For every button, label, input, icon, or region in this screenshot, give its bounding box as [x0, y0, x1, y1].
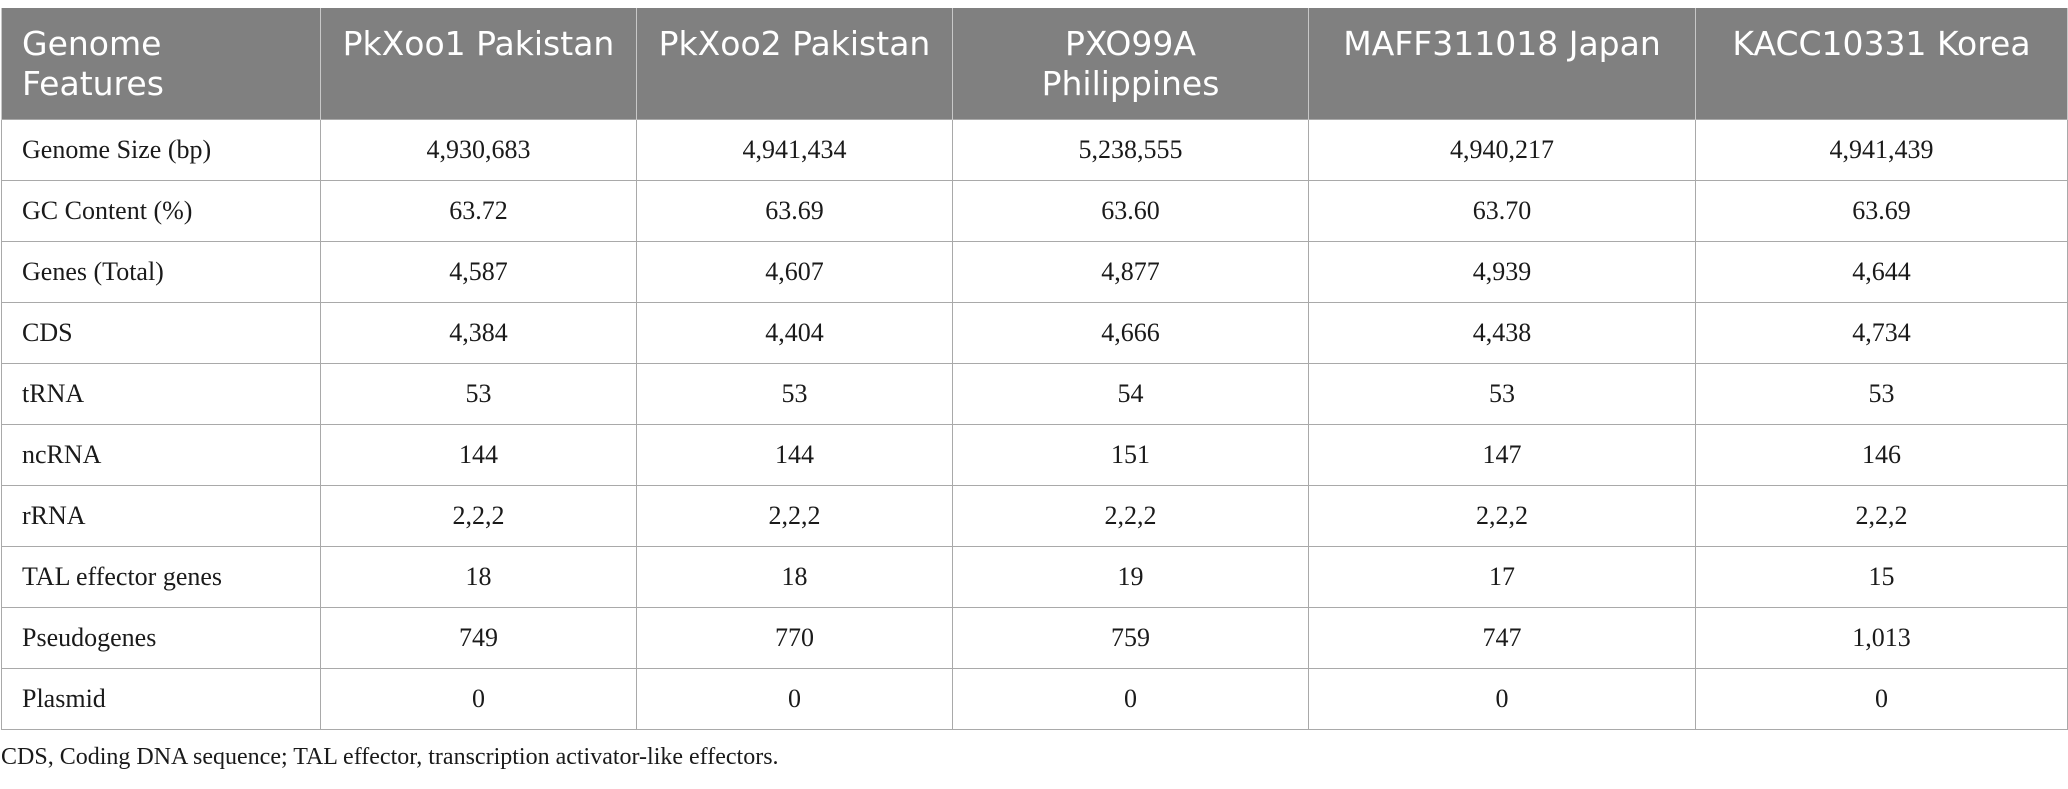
row-label: Genome Size (bp): [1, 118, 321, 181]
table-cell: 759: [952, 606, 1309, 669]
table-row: Plasmid 0 0 0 0 0: [1, 667, 2068, 730]
header-genome-features: Genome Features: [1, 8, 321, 119]
table-cell: 17: [1308, 545, 1696, 608]
table-cell: 749: [320, 606, 637, 669]
table-cell: 53: [320, 362, 637, 425]
table-cell: 4,607: [636, 240, 953, 303]
table-cell: 0: [636, 667, 953, 730]
row-label: TAL effector genes: [1, 545, 321, 608]
table-cell: 63.60: [952, 179, 1309, 242]
table-row: CDS 4,384 4,404 4,666 4,438 4,734: [1, 301, 2068, 364]
table-container: Genome Features PkXoo1 Pakistan PkXoo2 P…: [0, 8, 2068, 771]
table-cell: 63.69: [636, 179, 953, 242]
table-cell: 2,2,2: [952, 484, 1309, 547]
table-cell: 144: [636, 423, 953, 486]
table-cell: 18: [636, 545, 953, 608]
table-cell: 4,930,683: [320, 118, 637, 181]
table-row: Genes (Total) 4,587 4,607 4,877 4,939 4,…: [1, 240, 2068, 303]
table-cell: 4,666: [952, 301, 1309, 364]
header-row: Genome Features PkXoo1 Pakistan PkXoo2 P…: [1, 8, 2068, 119]
table-cell: 747: [1308, 606, 1696, 669]
table-cell: 19: [952, 545, 1309, 608]
table-row: Genome Size (bp) 4,930,683 4,941,434 5,2…: [1, 118, 2068, 181]
table-cell: 63.69: [1695, 179, 2068, 242]
header-pkxoo1: PkXoo1 Pakistan: [320, 8, 637, 119]
table-row: tRNA 53 53 54 53 53: [1, 362, 2068, 425]
table-cell: 146: [1695, 423, 2068, 486]
table-cell: 4,941,434: [636, 118, 953, 181]
table-row: Pseudogenes 749 770 759 747 1,013: [1, 606, 2068, 669]
header-pxo99a: PXO99A Philippines: [952, 8, 1309, 119]
table-footnote: CDS, Coding DNA sequence; TAL effector, …: [1, 743, 779, 770]
table-cell: 2,2,2: [320, 484, 637, 547]
table-row: GC Content (%) 63.72 63.69 63.60 63.70 6…: [1, 179, 2068, 242]
table-cell: 53: [1308, 362, 1696, 425]
table-cell: 2,2,2: [636, 484, 953, 547]
table-cell: 2,2,2: [1695, 484, 2068, 547]
table-cell: 151: [952, 423, 1309, 486]
table-cell: 15: [1695, 545, 2068, 608]
row-label: rRNA: [1, 484, 321, 547]
header-maff311018: MAFF311018 Japan: [1308, 8, 1696, 119]
header-pkxoo2: PkXoo2 Pakistan: [636, 8, 953, 119]
table-cell: 4,939: [1308, 240, 1696, 303]
table-cell: 4,404: [636, 301, 953, 364]
table-cell: 4,940,217: [1308, 118, 1696, 181]
genome-features-table: Genome Features PkXoo1 Pakistan PkXoo2 P…: [1, 8, 2068, 730]
table-cell: 0: [1695, 667, 2068, 730]
table-cell: 54: [952, 362, 1309, 425]
table-cell: 0: [1308, 667, 1696, 730]
table-cell: 2,2,2: [1308, 484, 1696, 547]
row-label: CDS: [1, 301, 321, 364]
table-row: TAL effector genes 18 18 19 17 15: [1, 545, 2068, 608]
table-cell: 53: [1695, 362, 2068, 425]
row-label: GC Content (%): [1, 179, 321, 242]
table-cell: 4,734: [1695, 301, 2068, 364]
row-label: tRNA: [1, 362, 321, 425]
table-cell: 0: [320, 667, 637, 730]
table-cell: 63.70: [1308, 179, 1696, 242]
table-cell: 147: [1308, 423, 1696, 486]
header-kacc10331: KACC10331 Korea: [1695, 8, 2068, 119]
table-cell: 4,438: [1308, 301, 1696, 364]
row-label: Pseudogenes: [1, 606, 321, 669]
table-cell: 4,384: [320, 301, 637, 364]
table-cell: 4,644: [1695, 240, 2068, 303]
table-cell: 53: [636, 362, 953, 425]
table-cell: 144: [320, 423, 637, 486]
row-label: Plasmid: [1, 667, 321, 730]
table-header: Genome Features PkXoo1 Pakistan PkXoo2 P…: [1, 8, 2068, 119]
row-label: ncRNA: [1, 423, 321, 486]
table-body: Genome Size (bp) 4,930,683 4,941,434 5,2…: [1, 118, 2068, 730]
table-cell: 0: [952, 667, 1309, 730]
table-cell: 770: [636, 606, 953, 669]
row-label: Genes (Total): [1, 240, 321, 303]
table-cell: 4,877: [952, 240, 1309, 303]
table-cell: 5,238,555: [952, 118, 1309, 181]
table-cell: 4,587: [320, 240, 637, 303]
table-cell: 63.72: [320, 179, 637, 242]
table-cell: 1,013: [1695, 606, 2068, 669]
table-row: rRNA 2,2,2 2,2,2 2,2,2 2,2,2 2,2,2: [1, 484, 2068, 547]
table-cell: 18: [320, 545, 637, 608]
table-row: ncRNA 144 144 151 147 146: [1, 423, 2068, 486]
table-cell: 4,941,439: [1695, 118, 2068, 181]
